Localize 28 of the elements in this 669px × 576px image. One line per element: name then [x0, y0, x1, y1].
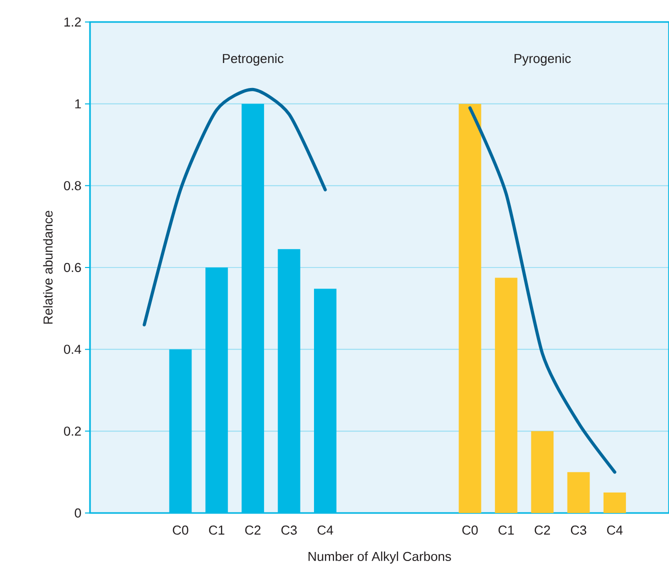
annotation: Petrogenic [222, 54, 284, 66]
x-tick-label: C0 [462, 526, 478, 535]
x-tick-label: C1 [498, 526, 514, 535]
line-series [142, 88, 327, 326]
y-tick-label: 1.2 [64, 17, 81, 27]
y-tick-label: 0.8 [64, 181, 81, 190]
y-tick-label: 1 [75, 99, 81, 108]
x-tick-label: C4 [607, 526, 623, 535]
bar [494, 278, 518, 513]
y-tick-label: 0.6 [64, 262, 81, 272]
bar [458, 104, 482, 513]
bar [604, 492, 626, 513]
y-tick-label: 0.4 [64, 344, 82, 354]
x-tick-label: C2 [245, 526, 260, 535]
bar [567, 472, 590, 513]
x-tick-label: C1 [209, 526, 224, 535]
x-tick-label: C3 [570, 526, 586, 535]
y-tick-label: 0 [74, 508, 81, 518]
y-axis-title: Relative abundance [43, 210, 53, 324]
x-axis-title: Number of Alkyl Carbons [308, 552, 451, 564]
x-tick-label: C2 [534, 526, 550, 535]
y-tick-label: 0.2 [64, 426, 81, 436]
annotation: Pyrogenic [514, 54, 571, 66]
line-series [468, 106, 616, 474]
x-tick-label: C0 [172, 526, 188, 535]
x-tick-label: C4 [318, 526, 334, 535]
bar [531, 431, 554, 513]
x-tick-label: C3 [281, 526, 297, 535]
